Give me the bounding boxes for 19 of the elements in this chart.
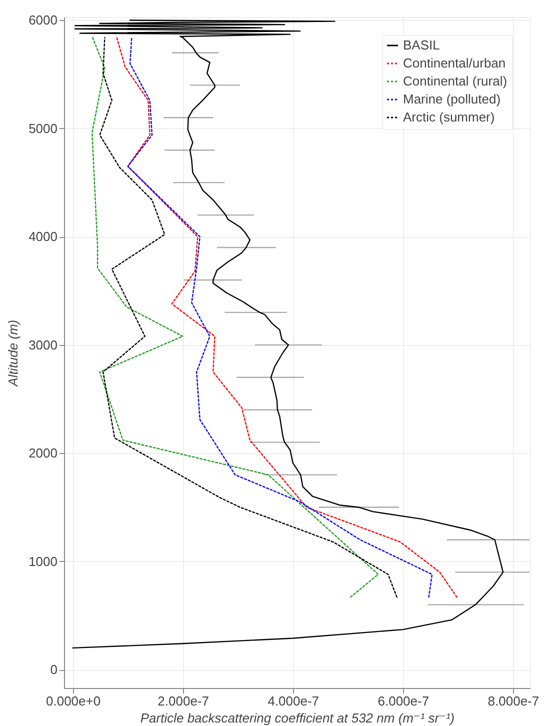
legend-label: Arctic (summer)	[403, 110, 495, 124]
x-tick-label: 8.000e-7	[488, 694, 540, 708]
y-tick-label: 2000	[28, 446, 58, 461]
y-tick-label: 0	[50, 662, 58, 678]
y-tick-label: 3000	[28, 337, 58, 352]
y-tick-label: 1000	[28, 554, 58, 569]
x-tick-label: 0.000e+0	[46, 694, 101, 708]
x-tick-label: 6.000e-7	[378, 694, 430, 708]
x-tick-label: 2.000e-7	[158, 694, 209, 708]
legend-label: BASIL	[403, 38, 440, 52]
y-axis-title: Altitude (m)	[6, 320, 21, 388]
legend-label: Continental/urban	[403, 56, 506, 70]
legend-label: Continental (rural)	[403, 74, 508, 88]
y-tick-label: 4000	[28, 229, 58, 244]
y-tick-label: 6000	[28, 12, 58, 28]
x-axis-title: Particle backscattering coefficient at 532 nm (m⁻¹ sr⁻¹)	[140, 710, 455, 726]
x-tick-label: 4.000e-7	[268, 694, 320, 708]
y-tick-label: 5000	[28, 120, 58, 136]
legend-label: Marine (polluted)	[403, 92, 501, 106]
